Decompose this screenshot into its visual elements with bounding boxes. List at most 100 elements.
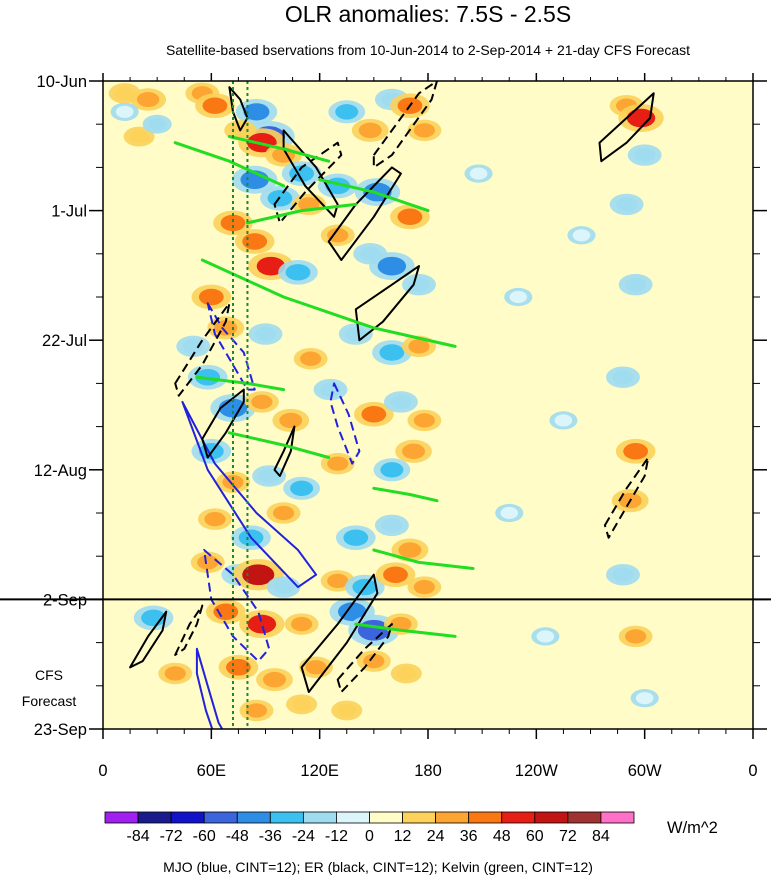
colorbar-label: -12	[325, 828, 348, 845]
anomaly-blob	[379, 344, 405, 361]
er-contour	[273, 425, 296, 477]
colorbar-label: 12	[394, 828, 412, 845]
anomaly-blob	[398, 542, 422, 558]
forecast-label-line2: Forecast	[22, 693, 77, 709]
x-tick-label: 0	[748, 762, 757, 780]
anomaly-blob	[408, 277, 430, 292]
anomaly-blob	[327, 456, 349, 471]
anomaly-blob	[337, 703, 357, 718]
anomaly-blob	[337, 602, 367, 622]
anomaly-blob	[396, 666, 417, 681]
forecast-label-line1: CFS	[35, 667, 63, 683]
x-tick-label: 180	[414, 762, 442, 780]
y-tick-label: 12-Aug	[34, 462, 87, 480]
y-tick-label: 10-Jun	[37, 73, 87, 91]
mjo-contour	[329, 382, 361, 465]
anomaly-blob	[198, 288, 224, 306]
anomaly-blob	[202, 97, 228, 114]
anomaly-blob	[300, 351, 322, 366]
anomaly-blob	[469, 167, 488, 180]
colorbar-swatch	[170, 811, 205, 824]
anomaly-blob	[263, 671, 287, 688]
footnote: MJO (blue, CINT=12); ER (black, CINT=12)…	[163, 859, 593, 875]
anomaly-blob	[625, 277, 647, 292]
colorbar-unit: W/m^2	[667, 819, 718, 837]
plot-area	[0, 80, 771, 730]
anomaly-blob	[343, 529, 369, 546]
colorbar-swatch	[104, 811, 139, 824]
er-contour	[603, 456, 650, 539]
anomaly-blob	[164, 666, 186, 681]
anomaly-blob	[182, 339, 204, 354]
colorbar-label: 48	[493, 828, 511, 845]
anomaly-blob	[509, 290, 528, 304]
anomaly-blob	[115, 105, 134, 118]
anomaly-blob	[612, 370, 634, 385]
anomaly-blob	[358, 122, 382, 139]
mjo-contours	[181, 302, 361, 729]
anomaly-blob	[413, 413, 435, 428]
er-contour	[372, 81, 438, 169]
colorbar-swatch	[302, 811, 337, 824]
kelvin-contour	[227, 135, 331, 163]
anomaly-blob	[242, 233, 268, 250]
anomaly-blob	[345, 326, 367, 342]
colorbar-swatch	[600, 811, 635, 824]
anomaly-blob	[335, 104, 359, 120]
er-contour	[129, 610, 168, 669]
anomaly-blob	[612, 567, 634, 582]
colorbar-label: -48	[226, 828, 249, 845]
anomaly-blob	[272, 579, 295, 595]
colorbar-swatch	[435, 811, 470, 824]
anomaly-blob	[408, 339, 430, 354]
colorbar-swatch	[203, 811, 238, 824]
er-contour	[201, 388, 245, 459]
anomaly-blob	[129, 129, 149, 144]
er-contour	[273, 141, 343, 224]
anomaly-blob	[390, 616, 412, 632]
kelvin-contour	[173, 141, 286, 188]
anomaly-blob	[243, 103, 270, 121]
colorbar-label: 24	[427, 828, 445, 845]
colorbar-label: -84	[127, 828, 150, 845]
anomaly-blob	[327, 573, 349, 589]
anomaly-blob	[616, 197, 638, 212]
anomaly-blob	[148, 117, 167, 131]
anomaly-blob	[363, 653, 385, 669]
anomaly-blob	[305, 660, 327, 675]
anomaly-blob	[256, 256, 286, 276]
kelvin-contour	[318, 178, 430, 213]
anomaly-blob	[197, 555, 219, 570]
er-contour	[336, 623, 393, 693]
colorbar-label: 0	[365, 828, 374, 845]
anomaly-blob	[226, 659, 251, 676]
anomaly-blob	[634, 147, 656, 163]
er-contour	[354, 265, 420, 342]
anomaly-blob	[254, 326, 277, 342]
mjo-contour	[203, 549, 271, 663]
anomaly-blob	[251, 394, 273, 410]
anomaly-blob	[572, 229, 591, 242]
anomaly-blob	[245, 703, 268, 718]
anomaly-blob	[383, 566, 408, 583]
kelvin-contour	[200, 258, 457, 348]
kelvin-contour	[354, 622, 457, 638]
anomaly-blob	[623, 443, 649, 460]
anomaly-blob	[413, 579, 435, 595]
anomaly-blob	[500, 506, 519, 520]
anomaly-blob	[380, 462, 404, 478]
colorbar-swatch	[269, 811, 304, 824]
anomaly-blob	[242, 564, 275, 586]
reference-lines	[232, 81, 249, 729]
anomaly-blob	[204, 512, 226, 527]
kelvin-contour	[245, 202, 358, 225]
colorbar-label: -24	[292, 828, 315, 845]
y-tick-label: 23-Sep	[34, 721, 87, 739]
anomaly-blob	[136, 91, 160, 108]
er-contour	[300, 573, 379, 693]
anomaly-blob	[291, 616, 313, 632]
anomaly-blob	[327, 228, 349, 243]
y-tick-label: 2-Sep	[43, 591, 87, 609]
colorbar-swatch	[501, 811, 536, 824]
colorbar-swatch	[336, 811, 370, 824]
